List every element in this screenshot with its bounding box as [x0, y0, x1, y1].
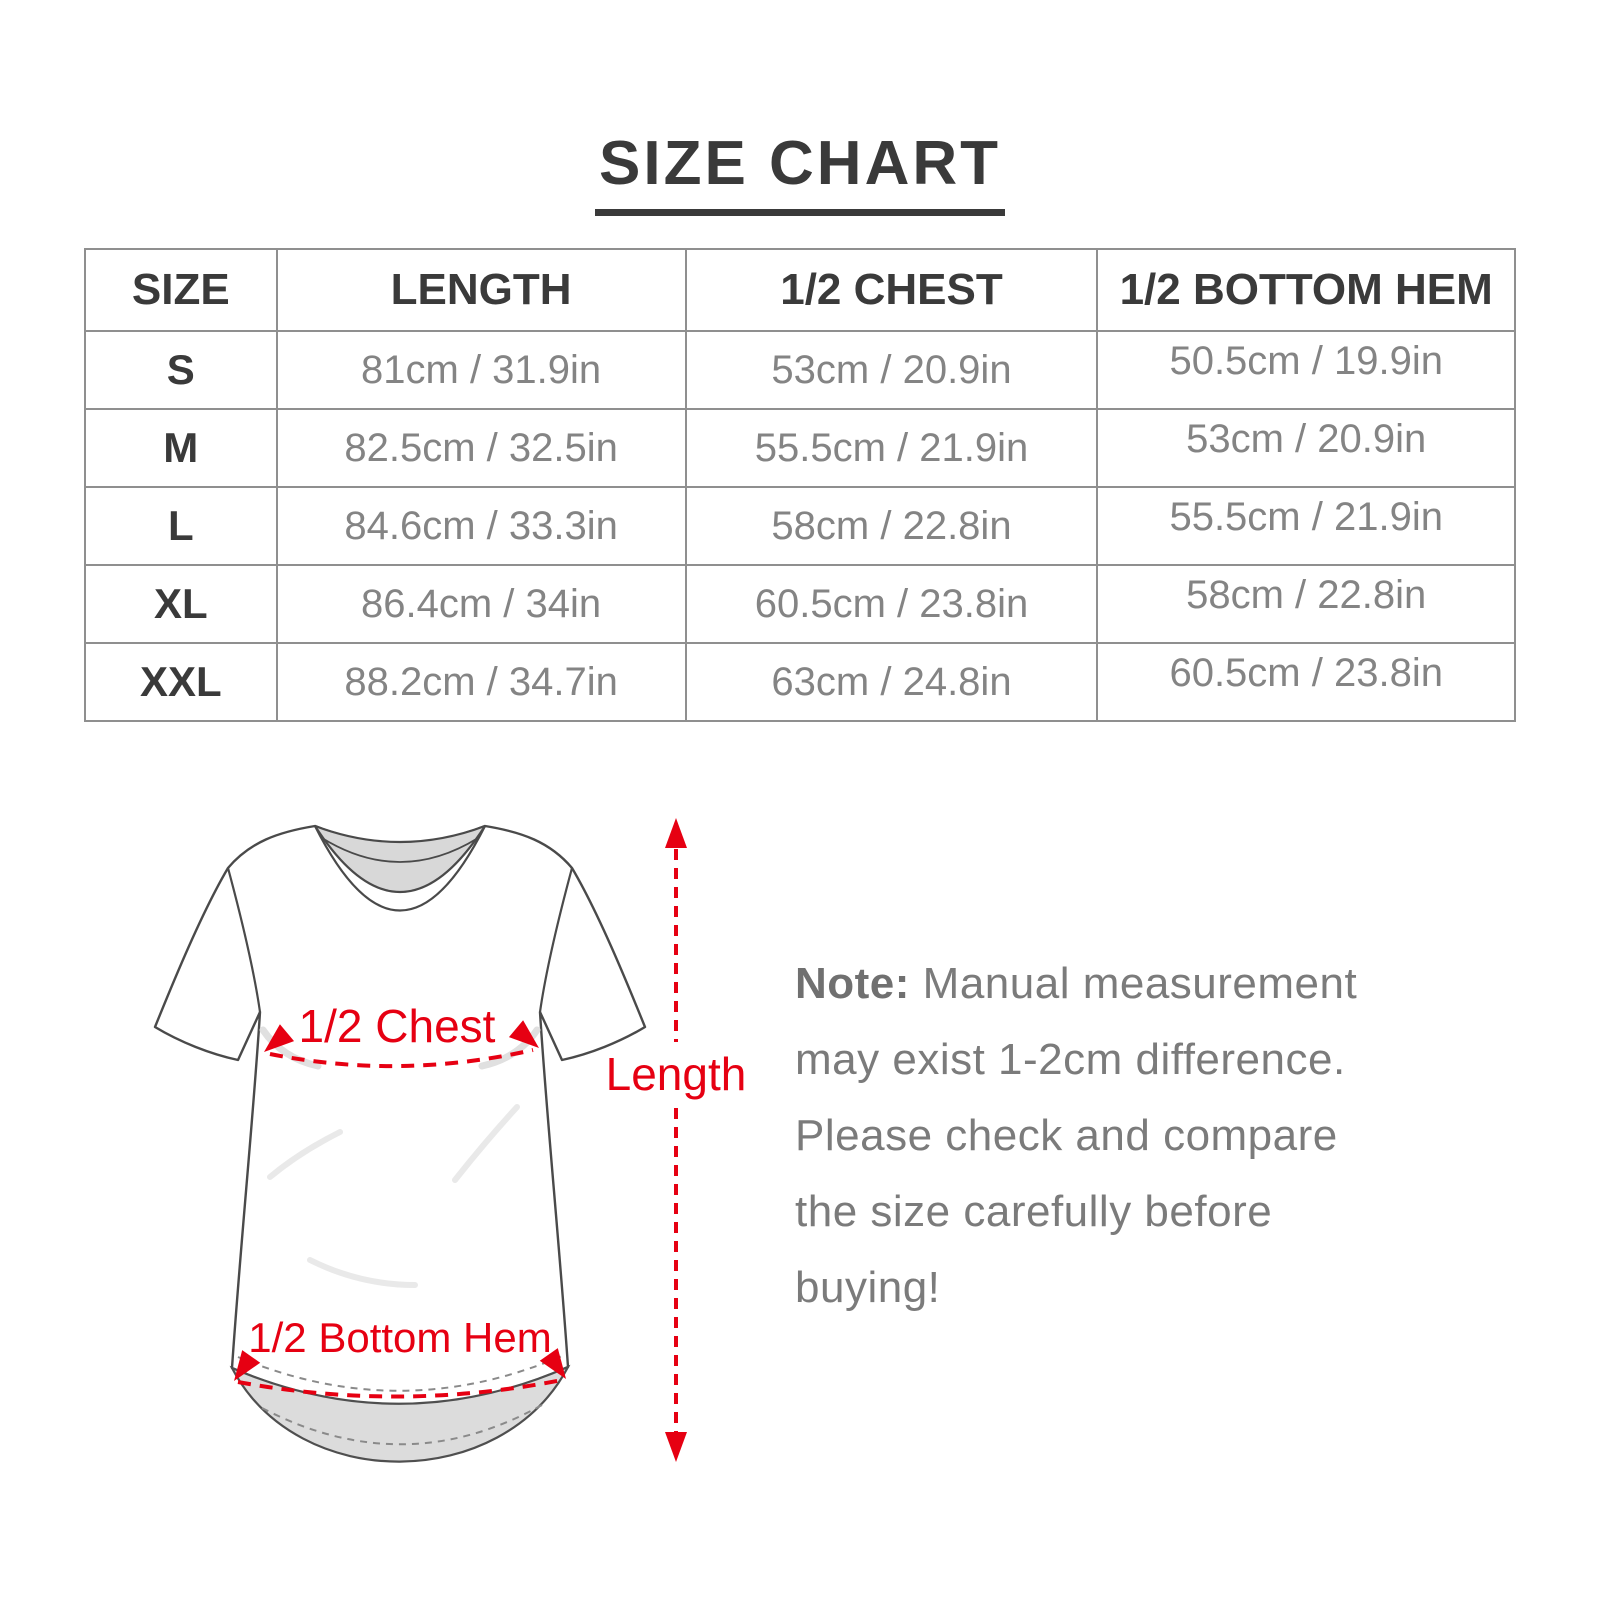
bottom-hem-value: 50.5cm / 19.9in [1169, 338, 1443, 383]
length-cell: 86.4cm / 34in [275, 564, 687, 644]
bottom-hem-arrow [224, 1348, 576, 1399]
chest-cell: 63cm / 24.8in [684, 642, 1099, 722]
length-label: Length [606, 1048, 747, 1100]
bottom-hem-cell: 50.5cm / 19.9in [1096, 330, 1516, 410]
bottom-hem-value: 60.5cm / 23.8in [1169, 650, 1443, 695]
size-table: SIZE LENGTH 1/2 CHEST 1/2 BOTTOM HEM S 8… [84, 248, 1516, 722]
header-bottom-hem: 1/2 BOTTOM HEM [1096, 248, 1516, 332]
size-cell: XXL [84, 642, 278, 722]
table-row: XL 86.4cm / 34in 60.5cm / 23.8in 58cm / … [84, 564, 1516, 644]
size-cell: L [84, 486, 278, 566]
note-label: Note: [795, 959, 910, 1008]
bottom-hem-cell: 53cm / 20.9in [1096, 408, 1516, 488]
length-cell: 84.6cm / 33.3in [275, 486, 687, 566]
chest-cell: 58cm / 22.8in [684, 486, 1099, 566]
length-cell: 82.5cm / 32.5in [275, 408, 687, 488]
bottom-hem-cell: 60.5cm / 23.8in [1096, 642, 1516, 722]
bottom-hem-label: 1/2 Bottom Hem [248, 1314, 551, 1361]
chest-cell: 60.5cm / 23.8in [684, 564, 1099, 644]
chest-label: 1/2 Chest [299, 1000, 496, 1052]
table-row: M 82.5cm / 32.5in 55.5cm / 21.9in 53cm /… [84, 408, 1516, 488]
page-title: SIZE CHART [595, 128, 1005, 216]
length-cell: 81cm / 31.9in [275, 330, 687, 410]
table-row: XXL 88.2cm / 34.7in 63cm / 24.8in 60.5cm… [84, 642, 1516, 722]
header-chest: 1/2 CHEST [684, 248, 1099, 332]
chest-cell: 55.5cm / 21.9in [684, 408, 1099, 488]
wrinkle-shading [267, 1104, 520, 1288]
page-title-wrap: SIZE CHART [0, 128, 1600, 216]
measurement-note: Note: Manual measurement may exist 1-2cm… [795, 946, 1407, 1326]
size-cell: M [84, 408, 278, 488]
length-cell: 88.2cm / 34.7in [275, 642, 687, 722]
table-row: S 81cm / 31.9in 53cm / 20.9in 50.5cm / 1… [84, 330, 1516, 410]
bottom-hem-value: 58cm / 22.8in [1186, 572, 1427, 617]
bottom-hem-value: 55.5cm / 21.9in [1169, 494, 1443, 539]
tshirt-outline-image [153, 824, 647, 1463]
chest-arrow [256, 1020, 547, 1069]
size-cell: S [84, 330, 278, 410]
chest-cell: 53cm / 20.9in [684, 330, 1099, 410]
tshirt-measurement-diagram: 1/2 Chest 1/2 Bottom Hem Length [153, 818, 747, 1463]
bottom-hem-cell: 55.5cm / 21.9in [1096, 486, 1516, 566]
header-length: LENGTH [275, 248, 687, 332]
length-arrow [665, 818, 687, 1462]
note-body: Manual measurement may exist 1-2cm diffe… [795, 959, 1358, 1312]
table-header-row: SIZE LENGTH 1/2 CHEST 1/2 BOTTOM HEM [84, 248, 1516, 332]
bottom-hem-cell: 58cm / 22.8in [1096, 564, 1516, 644]
table-row: L 84.6cm / 33.3in 58cm / 22.8in 55.5cm /… [84, 486, 1516, 566]
bottom-hem-value: 53cm / 20.9in [1186, 416, 1427, 461]
header-size: SIZE [84, 248, 278, 332]
size-cell: XL [84, 564, 278, 644]
